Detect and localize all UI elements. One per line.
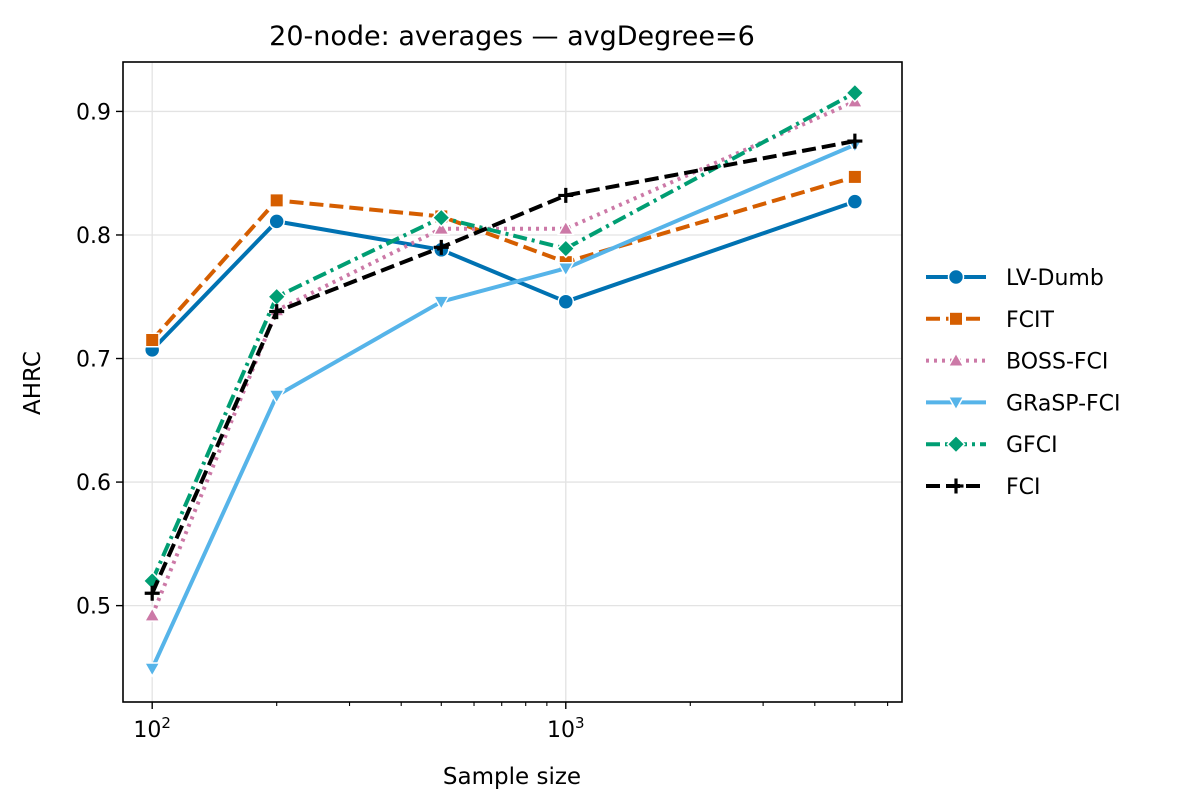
legend-marker xyxy=(948,478,964,494)
legend-item: FCIT xyxy=(926,308,1055,333)
data-point xyxy=(847,133,863,149)
data-point xyxy=(847,169,863,185)
data-point xyxy=(846,193,864,210)
legend-label: FCIT xyxy=(1006,308,1055,333)
x-axis-label: Sample size xyxy=(443,764,581,790)
data-point xyxy=(556,261,575,278)
y-tick-label: 0.9 xyxy=(76,100,111,125)
y-tick-label: 0.6 xyxy=(76,471,111,496)
legend-label: GFCI xyxy=(1006,433,1058,458)
y-tick-label: 0.8 xyxy=(76,224,111,249)
data-point xyxy=(431,207,451,228)
legend-item: GFCI xyxy=(926,433,1058,458)
y-axis-label: AHRC xyxy=(20,351,46,415)
data-point xyxy=(269,192,285,208)
data-point xyxy=(143,606,161,622)
y-tick-label: 0.5 xyxy=(76,595,111,620)
data-point xyxy=(433,239,449,255)
x-tick-label: 102 xyxy=(133,714,171,743)
legend-label: BOSS-FCI xyxy=(1006,350,1108,375)
legend: LV-Dumb FCIT BOSS-FCI GRaSP-FCI GFCI FCI xyxy=(926,266,1121,500)
legend-label: GRaSP-FCI xyxy=(1006,391,1121,416)
legend-item: LV-Dumb xyxy=(926,266,1104,291)
data-point xyxy=(558,187,574,203)
legend-marker xyxy=(947,268,965,286)
data-point xyxy=(144,332,160,348)
data-point xyxy=(556,238,576,259)
data-point xyxy=(432,219,451,236)
legend-label: FCI xyxy=(1006,475,1041,500)
legend-label: LV-Dumb xyxy=(1006,266,1104,291)
series-fci xyxy=(144,133,863,601)
legend-marker xyxy=(946,434,966,454)
data-point xyxy=(268,213,285,230)
legend-item: GRaSP-FCI xyxy=(926,391,1121,416)
data-point xyxy=(432,295,451,311)
data-point xyxy=(144,585,160,601)
y-tick-label: 0.7 xyxy=(76,348,111,373)
axis-ticks: 0.5 0.6 0.7 0.8 0.9 102 103 xyxy=(76,100,889,743)
data-point xyxy=(267,389,286,405)
data-point xyxy=(556,219,575,236)
data-point xyxy=(557,293,575,310)
legend-item: BOSS-FCI xyxy=(926,350,1108,375)
series-gfci xyxy=(142,83,865,591)
legend-item: FCI xyxy=(926,475,1041,500)
data-point xyxy=(845,83,865,103)
data-point xyxy=(269,304,285,320)
legend-marker xyxy=(948,311,964,327)
series-layer xyxy=(142,83,865,678)
x-tick-label: 103 xyxy=(547,714,585,743)
legend-marker xyxy=(947,396,965,412)
data-point xyxy=(143,662,161,678)
grid xyxy=(123,62,902,702)
plot-frame xyxy=(122,61,903,703)
legend-marker xyxy=(947,351,965,367)
chart-title: 20-node: averages — avgDegree=6 xyxy=(269,21,755,52)
